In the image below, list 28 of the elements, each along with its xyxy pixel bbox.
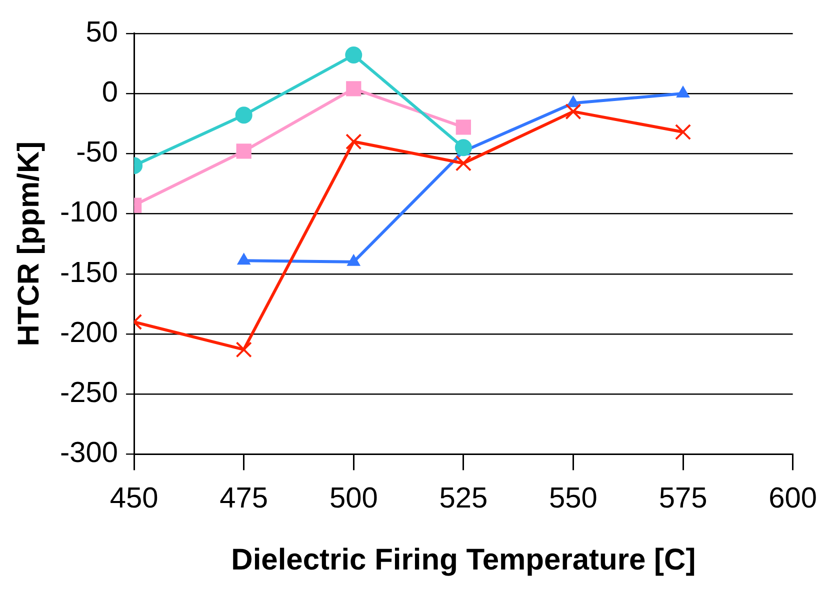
x-tick-label: 475	[220, 482, 268, 515]
x-tick-label: 550	[549, 482, 598, 515]
y-tick-label: -50	[76, 136, 118, 169]
x-tick-label: 500	[329, 482, 378, 515]
x-tick-label: 450	[110, 482, 158, 515]
y-tick-label: -200	[60, 316, 118, 349]
point	[236, 144, 252, 159]
point	[235, 106, 252, 124]
point	[454, 139, 472, 156]
point	[346, 134, 362, 150]
y-tick-label: -300	[60, 437, 118, 470]
point	[346, 81, 362, 96]
point	[565, 103, 582, 120]
y-axis-title: HTCR [ppm/K]	[12, 141, 46, 346]
x-tick-label: 600	[768, 482, 818, 515]
y-tick-label: -150	[60, 256, 118, 289]
y-tick-label: -100	[60, 196, 118, 229]
point	[674, 124, 692, 140]
y-tick-label: -250	[60, 377, 118, 410]
y-tick-label: 0	[102, 76, 118, 109]
point	[456, 120, 471, 135]
y-tick-label: 50	[86, 16, 118, 48]
point	[345, 46, 362, 64]
x-axis-title: Dielectric Firing Temperature [C]	[231, 543, 696, 576]
x-tick-label: 575	[658, 482, 708, 515]
x-tick-label: 525	[439, 482, 488, 515]
point	[455, 155, 472, 172]
point	[236, 342, 252, 358]
